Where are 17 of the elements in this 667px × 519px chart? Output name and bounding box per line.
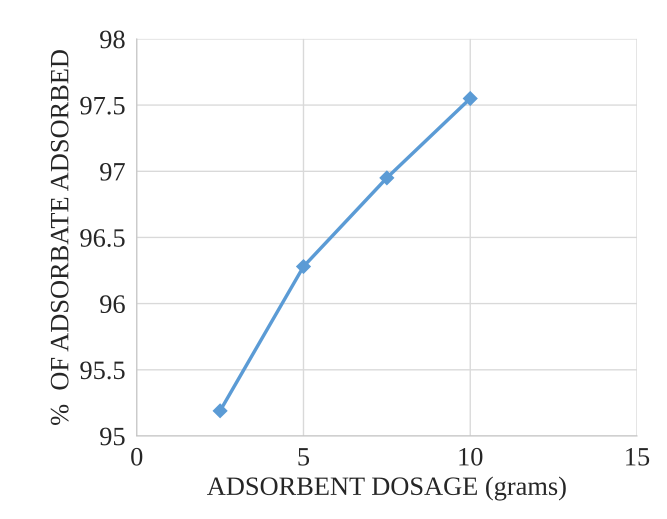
y-axis-title: % OF ADSORBATE ADSORBED (50, 50, 69, 425)
y-tick-label: 95.5 (80, 361, 125, 380)
point (379, 170, 394, 186)
x-tick-label: 5 (298, 448, 310, 466)
point (296, 259, 311, 274)
point (462, 91, 478, 106)
y-tick-label: 98 (100, 30, 125, 48)
y-tick-label: 96.5 (80, 229, 125, 247)
point (212, 403, 228, 418)
x-axis-title: ADSORBENT DOSAGE (grams) (207, 476, 566, 501)
x-tick-label: 0 (131, 448, 142, 466)
y-tick-label: 97.5 (80, 96, 125, 115)
y-tick-label: 97 (100, 162, 125, 181)
x-tick-label: 10 (459, 448, 482, 466)
y-tick-label: 96 (100, 295, 125, 314)
x-tick-label: 15 (626, 448, 650, 466)
y-tick-label: 95 (100, 428, 125, 446)
